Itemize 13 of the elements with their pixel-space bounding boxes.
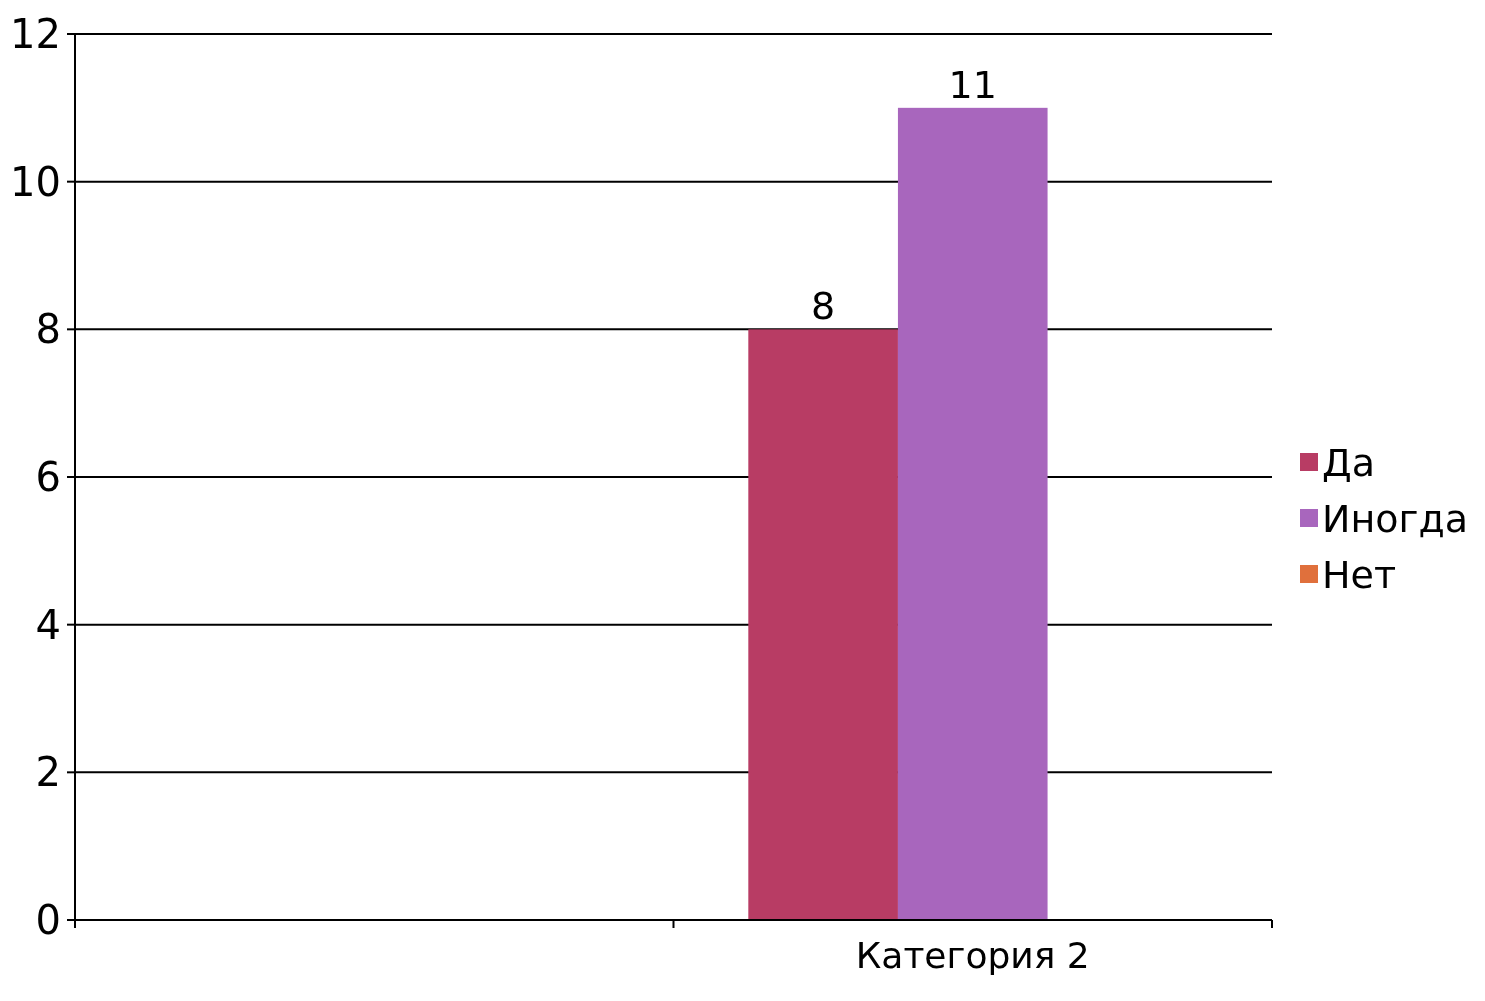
x-tick-label: Категория 2 [855, 935, 1090, 976]
data-label: 8 [811, 284, 836, 329]
y-tick-label: 12 [10, 11, 61, 57]
y-tick-label: 10 [10, 158, 61, 205]
legend-label: Нет [1322, 553, 1397, 598]
y-tick-label: 2 [35, 749, 61, 796]
y-tick-label: 8 [35, 306, 61, 353]
data-label: 11 [948, 62, 997, 107]
y-tick-label: 6 [35, 454, 61, 500]
legend-label: Иногда [1322, 497, 1469, 542]
y-tick-label: 4 [35, 601, 61, 648]
y-tick-label: 0 [35, 897, 61, 943]
legend-label: Да [1322, 441, 1375, 486]
